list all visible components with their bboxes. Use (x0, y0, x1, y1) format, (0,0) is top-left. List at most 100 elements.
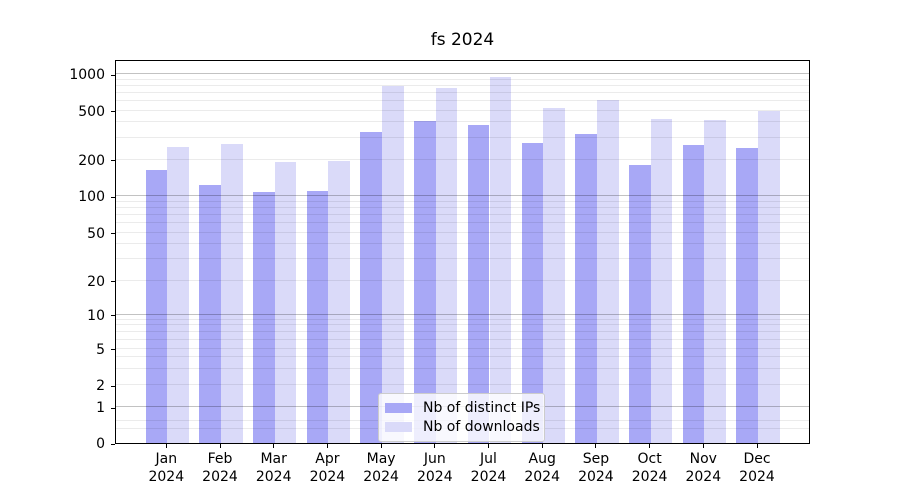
x-tick-year: 2024 (631, 468, 668, 485)
x-tick-mark (219, 444, 221, 448)
x-tick-year: 2024 (470, 468, 507, 485)
x-tick-label: Jan 2024 (136, 451, 196, 486)
bar-aug-downloads (543, 108, 565, 443)
x-tick-mark (488, 444, 489, 448)
bar-oct-downloads (650, 119, 673, 443)
y-tick-mark (111, 111, 115, 112)
x-tick-month: Oct (637, 451, 662, 467)
gridline-minor (116, 109, 809, 111)
x-tick-label: Sep 2024 (566, 451, 626, 486)
x-tick-year: 2024 (524, 468, 560, 485)
y-tick-label: 50 (87, 225, 105, 242)
bar-feb-downloads (221, 143, 243, 443)
y-tick-label: 10 (87, 307, 105, 324)
bar-jan-distinct-ips (145, 169, 168, 443)
bar-mar-downloads (274, 162, 297, 443)
bar-jun-downloads (435, 87, 458, 443)
legend-item-downloads: Nb of downloads (385, 418, 540, 437)
x-tick-mark (595, 444, 597, 448)
x-tick-label: Apr 2024 (297, 451, 357, 486)
x-tick-mark (541, 444, 543, 448)
x-tick-mark (380, 444, 382, 448)
y-tick-label: 200 (78, 152, 105, 169)
y-tick-label: 20 (87, 273, 105, 290)
x-tick-month: Apr (315, 451, 340, 467)
x-tick-month: Jan (155, 451, 178, 467)
bar-jun-distinct-ips (414, 120, 436, 443)
x-tick-month: Feb (207, 451, 233, 467)
x-tick-label: Jul 2024 (459, 451, 519, 486)
bar-dec-downloads (758, 111, 780, 443)
bar-sep-downloads (596, 100, 619, 443)
y-tick-mark (111, 160, 115, 161)
legend: Nb of distinct IPs Nb of downloads (378, 393, 545, 442)
bar-aug-distinct-ips (521, 142, 544, 443)
bar-sep-distinct-ips (575, 134, 597, 443)
y-tick-label: 500 (78, 103, 105, 120)
y-tick-mark (111, 385, 115, 387)
bar-jul-downloads (489, 77, 512, 443)
bar-jan-downloads (167, 146, 189, 443)
bar-nov-downloads (704, 119, 726, 443)
y-tick-label: 0 (96, 436, 105, 452)
y-tick-mark (111, 74, 115, 76)
x-tick-label: Jun 2024 (405, 451, 465, 486)
bar-may-distinct-ips (360, 131, 383, 443)
y-tick-label: 100 (78, 189, 105, 205)
x-tick-mark (702, 444, 704, 448)
x-tick-mark (273, 444, 275, 448)
x-tick-mark (434, 444, 436, 448)
bar-oct-distinct-ips (628, 165, 651, 443)
x-tick-month: Jun (423, 451, 446, 467)
legend-label-distinct-ips: Nb of distinct IPs (423, 400, 541, 417)
x-tick-mark (326, 444, 328, 448)
x-tick-label: Oct 2024 (620, 451, 680, 486)
bar-feb-distinct-ips (199, 184, 221, 443)
y-tick-label: 1000 (69, 67, 105, 83)
y-tick-mark (111, 281, 115, 282)
y-tick-mark (111, 443, 115, 445)
x-tick-month: Dec (743, 451, 771, 467)
x-tick-mark (165, 444, 167, 448)
bar-mar-distinct-ips (253, 191, 275, 443)
x-tick-year: 2024 (685, 468, 722, 485)
y-tick-label: 1 (96, 400, 105, 416)
bar-nov-distinct-ips (682, 144, 705, 443)
gridline-minor (116, 84, 809, 86)
y-tick-mark (111, 233, 115, 234)
x-tick-label: May 2024 (351, 451, 411, 486)
y-tick-mark (111, 407, 115, 409)
x-tick-month: Jul (480, 451, 497, 467)
x-tick-month: Nov (689, 451, 717, 467)
bar-dec-distinct-ips (736, 148, 758, 443)
x-tick-month: Sep (582, 451, 610, 467)
x-tick-year: 2024 (309, 468, 346, 485)
gridline-major (116, 73, 809, 74)
gridline-minor (116, 91, 809, 93)
legend-swatch-distinct-ips (385, 403, 412, 414)
bar-jul-distinct-ips (467, 124, 490, 443)
y-tick-mark (111, 349, 115, 350)
gridline-minor (116, 99, 809, 101)
legend-label-downloads: Nb of downloads (423, 418, 540, 435)
legend-item-distinct-ips: Nb of distinct IPs (385, 399, 540, 418)
x-tick-month: Mar (260, 451, 287, 467)
x-tick-year: 2024 (255, 468, 292, 485)
x-tick-month: May (366, 451, 396, 467)
x-tick-mark (756, 444, 758, 448)
x-tick-year: 2024 (578, 468, 614, 485)
y-tick-label: 2 (96, 378, 105, 394)
legend-swatch-downloads (385, 421, 412, 432)
chart-title: fs 2024 (430, 30, 495, 50)
x-tick-year: 2024 (202, 468, 238, 485)
y-tick-label: 5 (96, 341, 105, 358)
x-tick-month: Aug (528, 451, 556, 467)
x-tick-label: Nov 2024 (673, 451, 733, 486)
x-tick-label: Feb 2024 (190, 451, 250, 486)
x-tick-year: 2024 (416, 468, 453, 485)
bar-apr-distinct-ips (306, 191, 329, 443)
x-tick-year: 2024 (739, 468, 775, 485)
plot-area (115, 60, 810, 444)
y-tick-mark (111, 196, 115, 198)
